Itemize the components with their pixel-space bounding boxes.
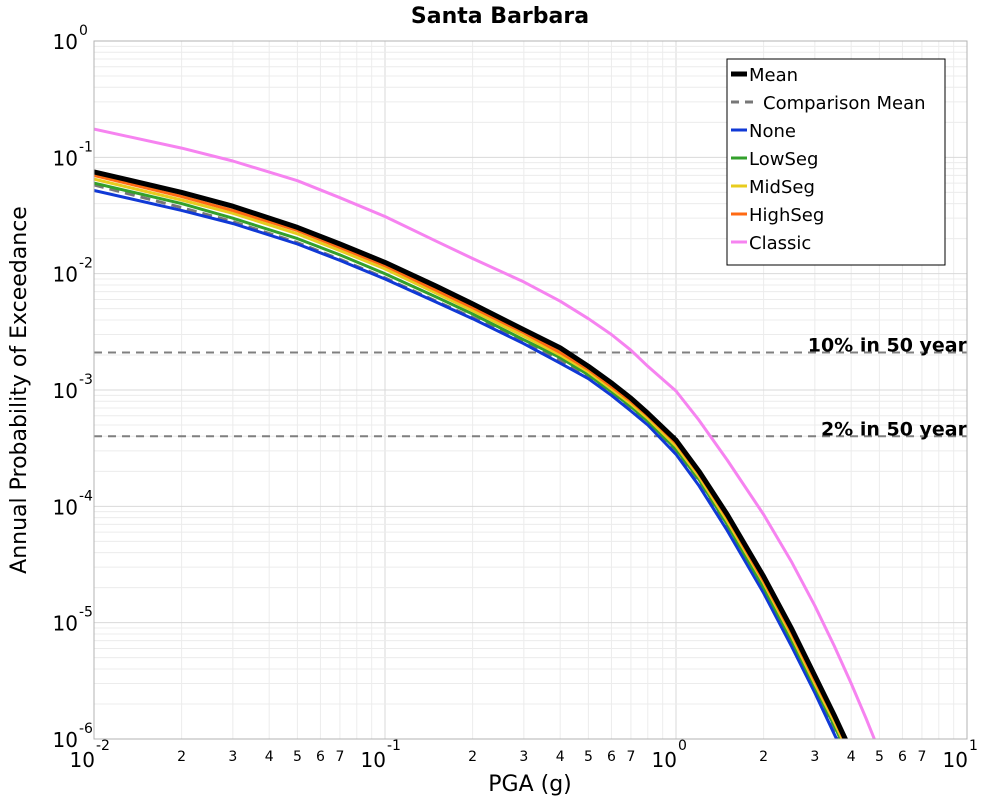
- x-minor-tick-label: 6: [898, 749, 907, 765]
- x-minor-tick-label: 2: [177, 749, 186, 765]
- x-minor-tick-label: 2: [759, 749, 768, 765]
- x-tick-label: 10: [652, 748, 677, 772]
- x-minor-tick-label: 2: [468, 749, 477, 765]
- x-minor-tick-label: 5: [293, 749, 302, 765]
- x-minor-tick-label: 4: [556, 749, 565, 765]
- legend-label: None: [749, 121, 796, 142]
- y-tick-exponent: -4: [79, 488, 93, 504]
- legend-label: MidSeg: [749, 177, 815, 198]
- x-minor-tick-label: 6: [607, 749, 616, 765]
- x-axis-label: PGA (g): [488, 772, 572, 797]
- x-tick-exponent: 1: [969, 738, 978, 754]
- reference-line-label: 10% in 50 year: [808, 335, 968, 357]
- y-axis-label: Annual Probability of Exceedance: [7, 206, 32, 574]
- series-line-none: [94, 188, 839, 739]
- y-tick-label: 10: [53, 495, 78, 519]
- y-tick-label: 10: [53, 612, 78, 636]
- y-tick-exponent: -5: [79, 605, 93, 621]
- x-tick-exponent: -1: [387, 738, 401, 754]
- legend: Mean Comparison Mean None LowSeg MidSeg HighS…: [726, 58, 946, 266]
- legend-label: HighSeg: [749, 205, 824, 226]
- y-tick-exponent: -2: [79, 256, 93, 272]
- y-tick-label: 10: [53, 30, 78, 54]
- x-minor-tick-label: 7: [917, 749, 926, 765]
- x-minor-tick-label: 7: [335, 749, 344, 765]
- x-minor-tick-label: 3: [810, 749, 819, 765]
- y-tick-label: 10: [53, 263, 78, 287]
- legend-box: [726, 58, 946, 266]
- y-tick-exponent: 0: [79, 23, 88, 39]
- series-line-mean: [94, 169, 849, 739]
- x-minor-tick-label: 5: [875, 749, 884, 765]
- y-tick-label: 10: [53, 728, 78, 752]
- y-tick-exponent: -1: [79, 139, 93, 155]
- chart-title: Santa Barbara: [411, 4, 589, 29]
- x-tick-exponent: 0: [678, 738, 687, 754]
- grid: [93, 41, 967, 740]
- legend-label: LowSeg: [749, 149, 818, 170]
- x-minor-tick-label: 3: [228, 749, 237, 765]
- x-minor-tick-label: 5: [584, 749, 593, 765]
- x-minor-tick-label: 3: [519, 749, 528, 765]
- y-tick-exponent: -6: [79, 721, 93, 737]
- x-tick-label: 10: [70, 748, 95, 772]
- y-tick-label: 10: [53, 379, 78, 403]
- legend-label: Classic: [749, 233, 811, 254]
- x-tick-label: 10: [943, 748, 968, 772]
- series-lines: [94, 127, 876, 739]
- reference-lines: 10% in 50 year 2% in 50 year: [94, 335, 968, 440]
- x-minor-tick-label: 4: [847, 749, 856, 765]
- legend-label: Mean: [749, 65, 798, 86]
- reference-line-label: 2% in 50 year: [821, 418, 968, 440]
- x-minor-tick-label: 4: [265, 749, 274, 765]
- legend-label: Comparison Mean: [763, 93, 926, 114]
- y-tick-label: 10: [53, 146, 78, 170]
- x-minor-tick-label: 6: [316, 749, 325, 765]
- series-line-midseg: [94, 177, 844, 739]
- series-line-lowseg: [94, 181, 843, 739]
- x-minor-tick-label: 7: [626, 749, 635, 765]
- y-tick-exponent: -3: [79, 372, 93, 388]
- x-tick-exponent: -2: [96, 738, 110, 754]
- x-tick-label: 10: [361, 748, 386, 772]
- series-line-classic: [94, 127, 876, 739]
- plot-frame: [93, 40, 968, 740]
